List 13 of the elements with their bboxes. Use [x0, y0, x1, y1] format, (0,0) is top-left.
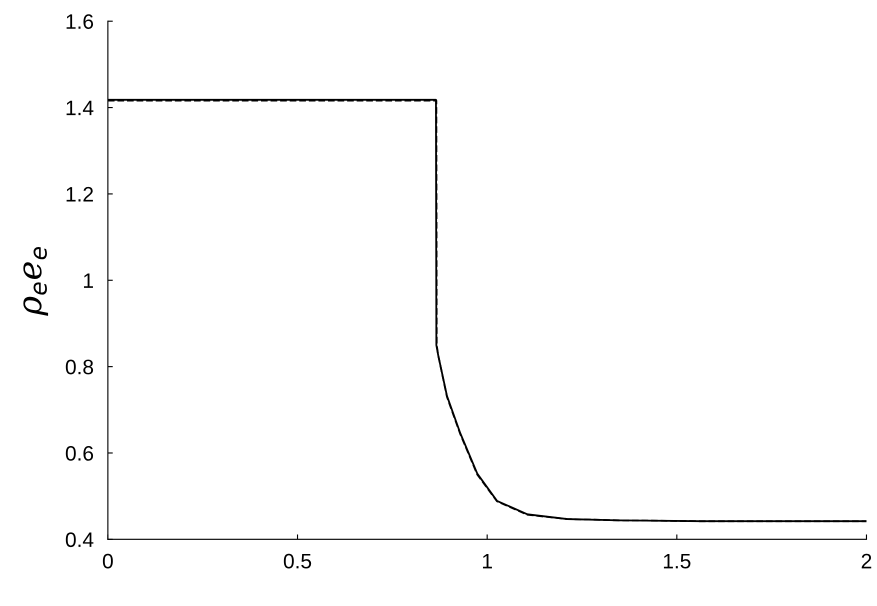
y-tick-label: 1: [84, 273, 93, 288]
x-tick-label: 1.5: [664, 554, 690, 569]
y-tick-label: 1.6: [66, 14, 94, 29]
y-axis-title: ρ$_{e}$e$_{e}$: [23, 247, 48, 316]
y-tick-label: 1.4: [66, 100, 94, 116]
x-tick-label: 0.5: [284, 554, 312, 569]
x-tick-label: 0: [102, 554, 113, 569]
x-tick-label: 2: [862, 554, 872, 568]
x-tick-label: 1: [482, 554, 492, 568]
y-tick-label: 1.2: [66, 186, 93, 202]
y-tick-label: 0.4: [66, 532, 94, 548]
y-tick-label: 0.8: [66, 360, 94, 374]
y-tick-label: 0.6: [66, 446, 94, 461]
